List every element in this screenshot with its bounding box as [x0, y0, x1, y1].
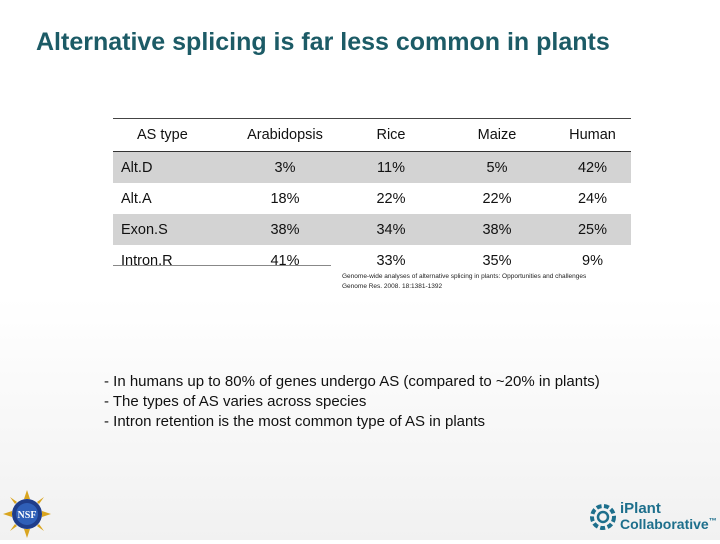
nsf-seal-icon: NSF	[3, 490, 51, 538]
column-header-human: Human	[554, 118, 631, 152]
table-cell: 34%	[342, 214, 440, 245]
iplant-collaborative: Collaborative™	[620, 516, 717, 532]
table-cell: 25%	[554, 214, 631, 245]
nsf-logo: NSF	[2, 489, 52, 539]
table-cell: 5%	[440, 151, 554, 183]
iplant-ring-icon	[590, 504, 616, 530]
column-header-as-type: AS type	[113, 118, 228, 152]
bullet-item: - In humans up to 80% of genes undergo A…	[104, 373, 600, 390]
row-label: Exon.S	[113, 214, 228, 245]
bullet-item: - Intron retention is the most common ty…	[104, 413, 486, 430]
column-header-rice: Rice	[342, 118, 440, 152]
table-cell: 22%	[482, 190, 512, 207]
trademark-symbol: ™	[708, 516, 717, 526]
table-cell: 22%	[376, 190, 406, 207]
citation-title: Genome-wide analyses of alternative spli…	[342, 273, 587, 280]
row-label: Alt.A	[121, 190, 152, 207]
table-cell: 3%	[228, 151, 342, 183]
nsf-text: NSF	[18, 510, 37, 521]
table-header-row: AS type Arabidopsis Rice Maize Human	[113, 118, 631, 152]
table-cell: 11%	[342, 151, 440, 183]
citation: Genome-wide analyses of alternative spli…	[342, 272, 586, 292]
table-cell: 38%	[440, 214, 554, 245]
table-bottom-rule	[113, 265, 331, 266]
iplant-collaborative-text: Collaborative	[620, 516, 709, 532]
slide-title: Alternative splicing is far less common …	[36, 28, 610, 56]
row-label: Intron.R	[121, 252, 173, 269]
table-cell: 9%	[582, 252, 603, 269]
citation-journal: Genome Res. 2008. 18:1381-1392	[342, 283, 443, 290]
iplant-logo: iPlant Collaborative™	[588, 498, 718, 538]
iplant-name: iPlant	[620, 500, 661, 517]
as-frequency-table: AS type Arabidopsis Rice Maize Human Alt…	[113, 118, 631, 276]
table-cell: 35%	[482, 252, 512, 269]
table-cell: 42%	[554, 151, 631, 183]
bullet-item: - The types of AS varies across species	[104, 393, 367, 410]
table-row: Alt.D 3% 11% 5% 42%	[113, 151, 631, 183]
table-row: Exon.S 38% 34% 38% 25%	[113, 214, 631, 245]
table-cell: 33%	[376, 252, 406, 269]
table-cell: 18%	[270, 190, 300, 207]
bullet-list: - In humans up to 80% of genes undergo A…	[104, 372, 600, 432]
table-row: Alt.A 18% 22% 22% 24%	[113, 183, 631, 214]
row-label: Alt.D	[113, 151, 228, 183]
column-header-maize: Maize	[440, 118, 554, 152]
table-cell: 41%	[270, 252, 300, 269]
table-cell: 38%	[228, 214, 342, 245]
column-header-arabidopsis: Arabidopsis	[228, 118, 342, 152]
table-row: Intron.R 41% 33% 35% 9%	[113, 245, 631, 276]
table-cell: 24%	[577, 190, 608, 207]
